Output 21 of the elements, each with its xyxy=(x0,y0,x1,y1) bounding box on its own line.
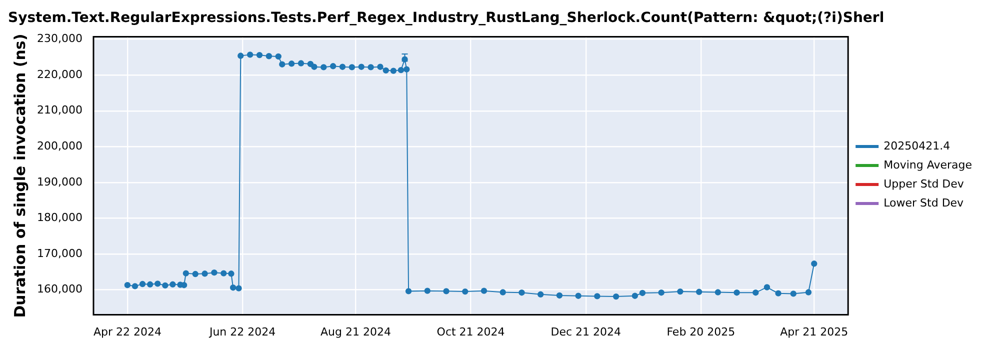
y-tick-label: 230,000 xyxy=(36,32,82,46)
y-tick-label: 220,000 xyxy=(36,68,82,81)
x-tick-label: Apr 22 2024 xyxy=(93,325,162,338)
y-tick-label: 210,000 xyxy=(36,104,82,117)
x-tick-label: Oct 21 2024 xyxy=(436,325,505,338)
x-tick-label: Feb 20 2025 xyxy=(666,325,736,338)
y-tick-label: 190,000 xyxy=(36,175,82,188)
y-tick-label: 160,000 xyxy=(36,282,82,296)
legend-label: Moving Average xyxy=(884,158,972,172)
x-tick-label: Dec 21 2024 xyxy=(550,325,622,338)
x-tick-label: Apr 21 2025 xyxy=(780,325,848,338)
x-tick-label: Aug 21 2024 xyxy=(320,325,391,338)
y-tick-label: 200,000 xyxy=(36,140,82,152)
x-tick-label: Jun 22 2024 xyxy=(208,325,276,338)
legend-label: 20250421.4 xyxy=(884,139,950,152)
chart-title: System.Text.RegularExpressions.Tests.Perf_Regex_Industry_RustLang_Sherlock.Count(Pattern: &quot;(?i)Sherl xyxy=(8,10,884,26)
legend-label: Upper Std Dev xyxy=(884,177,964,190)
y-tick-label: 170,000 xyxy=(36,246,82,260)
y-tick-label: 180,000 xyxy=(36,211,82,224)
legend-label: Lower Std Dev xyxy=(884,196,964,210)
y-axis-title: Duration of single invocation (ns) xyxy=(10,34,29,318)
